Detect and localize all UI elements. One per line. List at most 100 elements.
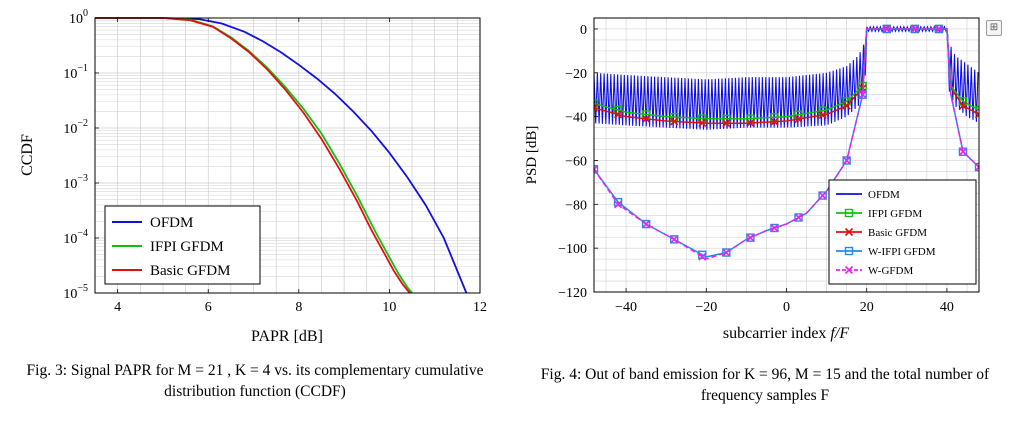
psd-marker-x [844,227,854,237]
psd-marker-x [844,265,854,275]
ccdf-x-tick-label: 8 [295,300,302,315]
psd-marker-square [670,235,679,244]
psd-legend-label: W-IFPI GFDM [868,246,936,258]
ccdf-legend-label: OFDM [150,215,193,231]
psd-marker-x [642,219,651,229]
psd-marker-x [974,162,979,172]
psd-x-tick-label: −40 [615,300,637,315]
psd-marker-x [842,156,851,165]
figure-3-caption: Fig. 3: Signal PAPR for M = 21 , K = 4 v… [26,362,484,400]
psd-marker-x [770,223,779,233]
ccdf-x-tick-label: 6 [205,300,212,315]
psd-marker-x [613,200,623,209]
psd-marker-x [594,103,599,112]
ccdf-chart: 4 6 8 10 12 100 10−1 10−2 10−3 10−4 10−5 PAPR [dB… [19,8,487,345]
psd-marker-x [882,24,891,34]
ccdf-y-tick-label: 100 [69,8,88,27]
psd-marker-x [910,24,919,34]
psd-marker-x [934,24,943,34]
psd-marker-x [698,252,707,261]
ccdf-y-axis-label: CCDF [19,134,36,176]
psd-y-tick-label: 0 [580,23,587,38]
psd-x-tick-label: −20 [695,300,717,315]
psd-marker-x [842,101,851,110]
psd-marker-x [818,191,827,200]
psd-y-tick-label: −80 [565,198,587,213]
psd-marker-square [842,156,851,165]
ccdf-legend-label: Basic GFDM [150,263,230,279]
psd-marker-square [613,197,623,207]
psd-marker-x [794,114,803,124]
psd-legend: OFDM IFPI GFDM Basic GFDM W-IFPI GFDM W-GFDM [828,179,977,285]
ccdf-grid [95,18,481,294]
psd-marker-x [670,117,679,126]
psd-marker-x [746,233,755,242]
psd-line-ofdm [594,25,979,130]
psd-legend-label: OFDM [868,189,900,201]
psd-legend-label: W-GFDM [868,265,913,277]
psd-marker-x [818,111,827,120]
psd-x-tick-label: 40 [940,300,954,315]
ccdf-y-tick-label: 10−1 [63,63,88,82]
psd-marker-square [974,162,979,172]
ccdf-y-ticks: 100 10−1 10−2 10−3 10−4 10−5 [63,8,99,302]
psd-x-tick-label: 0 [783,300,790,315]
ccdf-y-tick-label: 10−2 [63,118,88,137]
psd-y-tick-label: −100 [558,242,587,257]
psd-marker-x [722,119,731,128]
ccdf-line-ofdm [95,17,468,294]
psd-x-tick-label: 20 [860,300,874,315]
ccdf-x-tick-label: 4 [114,300,121,315]
psd-marker-square [934,24,944,34]
psd-marker-x [613,110,623,119]
psd-marker-x [670,235,679,244]
psd-marker-square [594,165,599,174]
ccdf-y-tick-label: 10−4 [63,228,88,247]
psd-marker-square [844,246,854,256]
psd-marker-x [974,110,979,119]
psd-marker-square [641,219,651,229]
psd-y-tick-label: −40 [565,111,587,126]
psd-marker-square [746,233,755,242]
ccdf-plot-frame [94,17,481,294]
psd-marker-x [722,248,731,257]
psd-marker-x [698,118,707,128]
psd-marker-square [974,105,979,115]
ccdf-series-lines [95,17,468,294]
psd-marker-square [794,213,803,222]
ccdf-y-tick-label: 10−5 [63,283,88,302]
psd-legend-label: IFPI GFDM [868,208,922,220]
psd-marker-x [642,114,651,123]
psd-x-ticks: −40 −20 0 20 40 [615,288,954,315]
ccdf-x-ticks: 4 6 8 10 12 [114,18,487,315]
psd-marker-square [844,208,854,218]
psd-marker-x [594,165,599,174]
psd-y-axis-label: PSD [dB] [524,126,540,185]
psd-marker-square [722,248,731,257]
psd-marker-square [770,223,779,233]
ccdf-legend-label: IFPI GFDM [150,239,224,255]
psd-y-tick-label: −120 [558,286,587,301]
ccdf-y-tick-label: 10−3 [63,173,88,192]
ccdf-line-basic-gfdm [95,17,411,294]
psd-line-w-gfdm [594,28,979,260]
psd-marker-x [958,147,968,156]
figure-4-caption: Fig. 4: Out of band emission for K = 96,… [540,366,990,404]
psd-y-ticks: 0 −20 −40 −60 −80 −100 −120 [558,23,598,301]
psd-marker-x [958,101,968,110]
ccdf-x-tick-label: 12 [473,300,487,315]
ccdf-legend: OFDM IFPI GFDM Basic GFDM [104,205,261,285]
psd-y-tick-label: −20 [565,67,587,82]
psd-chart: −40 −20 0 20 40 0 −20 −40 −60 −80 −100 −120 subcar… [524,17,980,342]
psd-series-lines [594,24,979,261]
psd-series-w-gfdm [594,24,979,261]
expand-icon[interactable]: ⊞ [986,20,1002,36]
psd-legend-label: Basic GFDM [868,227,927,239]
psd-marker-x [770,117,779,126]
psd-x-axis-label: subcarrier index f/F [723,325,849,342]
psd-y-tick-label: −60 [565,154,587,169]
psd-marker-x [746,118,755,128]
psd-marker-x [794,213,803,222]
psd-marker-x [858,90,867,99]
ccdf-x-tick-label: 10 [382,300,396,315]
